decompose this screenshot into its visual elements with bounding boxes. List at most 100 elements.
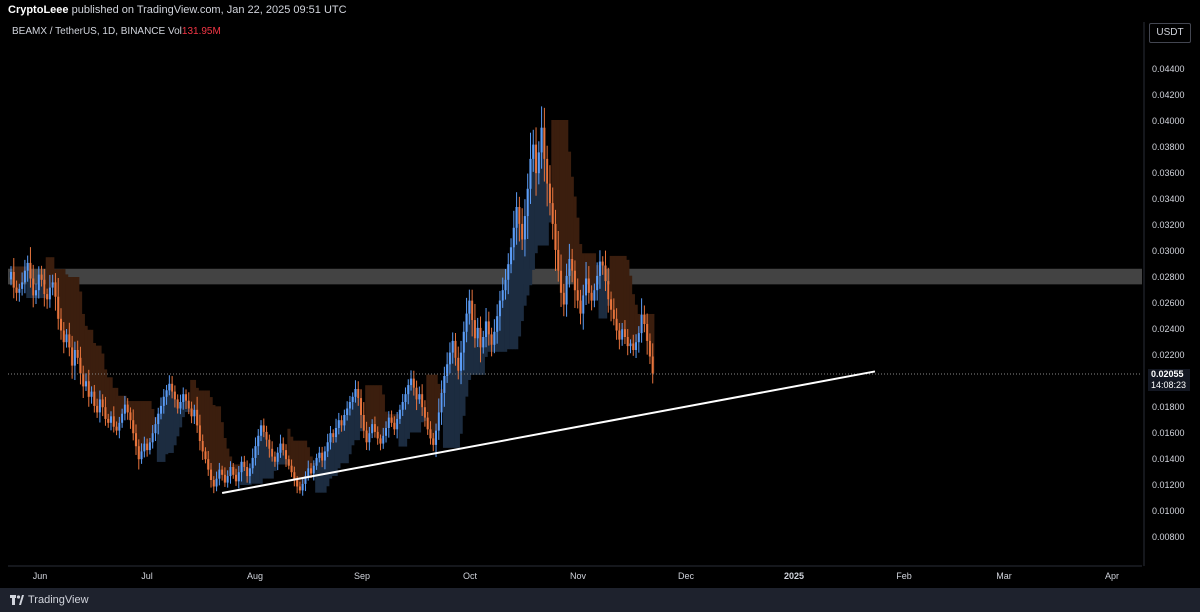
cloud-segment (70, 277, 74, 366)
cloud-segment (612, 255, 616, 319)
candle-body (446, 364, 449, 376)
candle (557, 231, 560, 282)
candle (229, 461, 232, 484)
candle-body (348, 402, 351, 409)
candle-body (490, 334, 493, 345)
symbol-title[interactable]: BEAMX / TetherUS, 1D, BINANCE (12, 26, 166, 37)
cloud-segment (404, 394, 408, 447)
candle (462, 321, 465, 371)
cloud-segment (445, 364, 449, 448)
candle (207, 450, 210, 476)
time-tick-label: 2025 (784, 571, 804, 581)
candle-body (512, 227, 515, 248)
price-tick-label: 0.03600 (1152, 168, 1185, 178)
candle-body (629, 343, 632, 347)
candle-body (226, 476, 229, 483)
cloud-segment (565, 119, 569, 276)
candle-body (340, 420, 343, 426)
candle-body (526, 188, 529, 217)
cloud-segment (437, 383, 441, 413)
cloud-segment (570, 176, 574, 271)
candle-body (73, 350, 76, 366)
cloud-segment (209, 397, 213, 480)
candle-body (554, 223, 557, 250)
candle (368, 426, 371, 451)
candle-body (357, 389, 360, 399)
candle (68, 322, 71, 357)
candle-body (646, 324, 649, 341)
cloud-segment (59, 269, 63, 331)
candle (562, 283, 565, 317)
candle (476, 317, 479, 348)
cloud-segment (592, 253, 597, 291)
candle (354, 380, 357, 403)
cloud-segment (373, 385, 377, 432)
cloud-segment (95, 345, 99, 413)
candle (415, 380, 418, 411)
candle (496, 304, 499, 344)
candle (37, 266, 40, 299)
candle-body (440, 392, 443, 413)
candle-body (290, 465, 293, 473)
candle-body (562, 292, 565, 305)
cloud-segment (90, 329, 94, 392)
candle-body (318, 452, 321, 458)
cloud-segment (501, 290, 505, 352)
footer-brand[interactable]: TradingView (28, 594, 89, 606)
cloud-segment (406, 385, 410, 439)
candle-body (54, 282, 57, 297)
cloud-segment (190, 379, 194, 417)
cloud-segment (79, 291, 83, 374)
candle-body (123, 404, 126, 414)
candle-body (407, 385, 410, 395)
candle-body (626, 337, 629, 347)
cloud-segment (512, 227, 516, 350)
currency-selector[interactable]: USDT (1149, 23, 1191, 43)
candle (429, 421, 432, 445)
candle (323, 446, 326, 470)
cloud-segment (462, 331, 466, 416)
candle-body (35, 290, 38, 296)
candle-body (268, 439, 271, 449)
candle (321, 446, 324, 468)
candle (62, 322, 65, 354)
cloud-segment (562, 119, 566, 305)
candle (273, 451, 276, 467)
candle (348, 395, 351, 416)
cloud-segment (212, 405, 216, 487)
candle (585, 261, 588, 305)
candle-body (185, 394, 188, 401)
candle (407, 379, 410, 405)
cloud-segment (348, 402, 352, 455)
candle (260, 420, 263, 442)
candle (176, 394, 179, 414)
candle (187, 392, 190, 415)
candle-body (462, 331, 465, 353)
candle (137, 439, 140, 470)
candle (265, 425, 268, 447)
cloud-segment (567, 151, 572, 259)
cloud-segment (409, 378, 413, 433)
cloud-segment (179, 402, 183, 428)
candle-body (537, 152, 540, 174)
cloud-segment (295, 440, 299, 487)
price-tick-label: 0.02800 (1152, 272, 1185, 282)
cloud-segment (623, 255, 627, 337)
candle-body (246, 467, 249, 477)
candle (382, 427, 385, 449)
candle-body (557, 249, 560, 271)
cloud-segment (290, 436, 294, 473)
candle (523, 199, 526, 257)
candle-body (415, 387, 418, 400)
price-tick-label: 0.03400 (1152, 194, 1185, 204)
candle-body (510, 247, 513, 265)
candle (79, 346, 82, 385)
candle-body (329, 433, 332, 443)
candle (521, 208, 524, 250)
candle-body (373, 424, 376, 432)
time-axis: Jun Jul Aug Sep Oct Nov Dec 2025 Feb Mar Apr (8, 565, 1142, 581)
author-name[interactable]: CryptoLeee (8, 4, 69, 16)
published-info: published on TradingView.com, Jan 22, 20… (71, 4, 347, 16)
candle-body (171, 383, 174, 392)
